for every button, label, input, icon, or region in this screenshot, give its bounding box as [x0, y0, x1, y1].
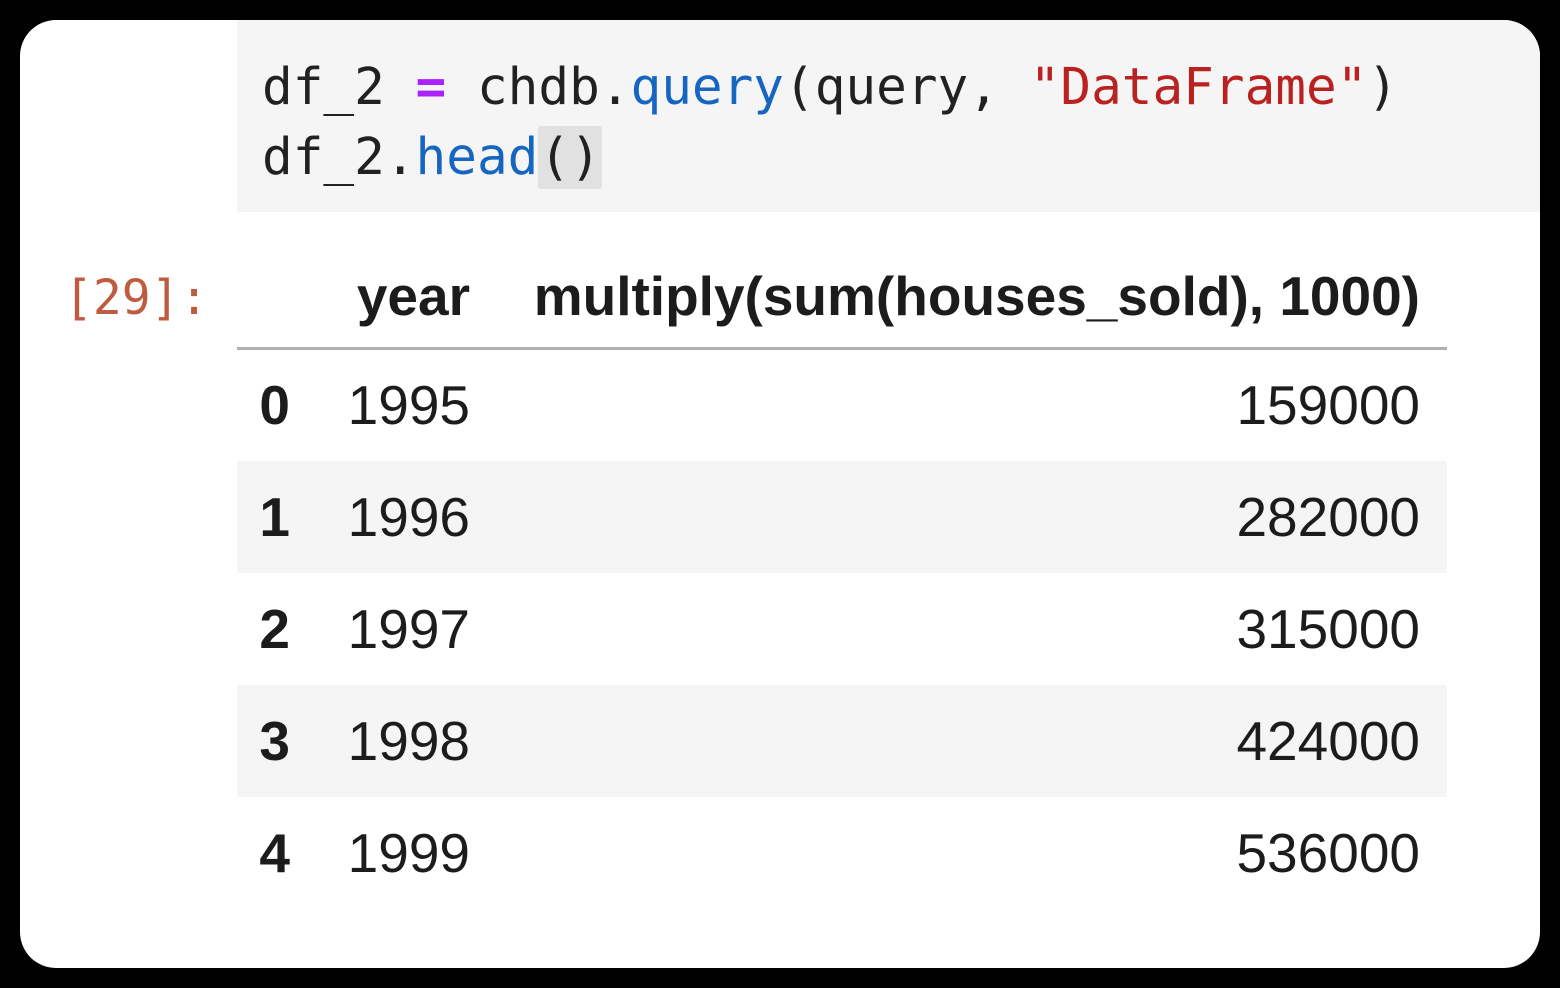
cell-value: 536000 — [1236, 821, 1420, 884]
table-header-row: year multiply(sum(houses_sold), 1000) — [237, 245, 1447, 350]
code-token-string: "DataFrame" — [1029, 58, 1368, 117]
cell-year: 1998 — [347, 709, 470, 772]
code-token: df_2. — [262, 128, 416, 187]
dataframe-output: year multiply(sum(houses_sold), 1000) 0 … — [237, 245, 1447, 909]
cell-value: 424000 — [1236, 709, 1420, 772]
table-row: 4 1999 536000 — [237, 797, 1447, 909]
row-index: 1 — [259, 485, 290, 548]
cell-year: 1997 — [347, 597, 470, 660]
table-row: 1 1996 282000 — [237, 460, 1447, 573]
row-index: 3 — [259, 709, 290, 772]
cell-value: 315000 — [1236, 597, 1420, 660]
code-token: (query, — [784, 58, 1030, 117]
table-row: 3 1998 424000 — [237, 684, 1447, 797]
dataframe-table: year multiply(sum(houses_sold), 1000) 0 … — [237, 245, 1447, 909]
code-token: ) — [1367, 58, 1399, 117]
code-token-function: head — [415, 128, 539, 187]
index-column-header — [237, 245, 290, 350]
row-index: 4 — [259, 821, 290, 884]
code-line-2: df_2.head() — [262, 123, 1540, 193]
cell-value: 159000 — [1236, 374, 1420, 437]
code-token-operator: = — [415, 58, 447, 117]
row-index: 0 — [259, 374, 290, 437]
code-line-1: df_2 = chdb.query(query, "DataFrame") — [262, 53, 1540, 123]
code-token: chdb. — [446, 58, 631, 117]
cell-value: 282000 — [1236, 485, 1420, 548]
column-header-year: year — [290, 245, 470, 350]
cell-year: 1996 — [347, 485, 470, 548]
cell-year: 1999 — [347, 821, 470, 884]
matched-bracket-highlight: () — [538, 126, 602, 189]
notebook-panel: df_2 = chdb.query(query, "DataFrame") df… — [20, 20, 1540, 968]
output-prompt: [29]: — [64, 270, 209, 326]
code-cell-input[interactable]: df_2 = chdb.query(query, "DataFrame") df… — [237, 20, 1540, 212]
table-row: 2 1997 315000 — [237, 573, 1447, 685]
code-token-function: query — [630, 58, 785, 117]
code-token: df_2 — [262, 58, 416, 117]
cell-year: 1995 — [347, 374, 470, 437]
column-header-multiply: multiply(sum(houses_sold), 1000) — [470, 245, 1447, 350]
row-index: 2 — [259, 597, 290, 660]
table-row: 0 1995 159000 — [237, 349, 1447, 461]
